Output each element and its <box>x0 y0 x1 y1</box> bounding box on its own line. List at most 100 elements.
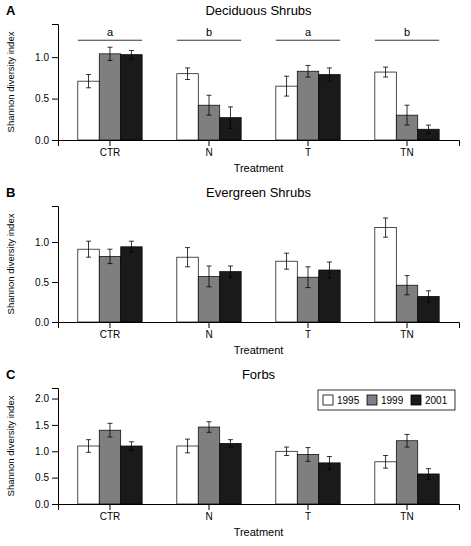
x-tick-mark <box>208 140 209 146</box>
y-axis-title: Shannon diversity index <box>5 31 16 132</box>
x-tick-label: TN <box>400 329 413 340</box>
panel: 0.00.51.0CTRNTTNDeciduous ShrubsATreatme… <box>5 3 460 174</box>
legend-item: 1999 <box>367 395 404 406</box>
y-tick-mark <box>52 282 58 283</box>
y-axis-line <box>52 389 59 505</box>
title: Evergreen Shrubs <box>206 185 311 200</box>
y-tick-label: 1.5 <box>35 420 49 431</box>
x-tick: N <box>205 322 212 340</box>
bar <box>121 247 142 322</box>
x-axis: CTR N T TN <box>59 504 460 522</box>
error-bar <box>185 68 190 80</box>
y-tick-label: 0.5 <box>35 472 49 483</box>
panel: 0.00.51.01.52.0CTRNTTNForbsCTreatmentSha… <box>5 367 460 538</box>
error-bar <box>107 249 112 263</box>
error-bar <box>383 67 388 77</box>
bar <box>99 430 120 504</box>
title: Deciduous Shrubs <box>205 3 312 18</box>
error-bar <box>129 51 134 59</box>
y-tick: 1.0 <box>35 52 58 63</box>
bar <box>319 75 340 140</box>
x-axis: CTRNTTN <box>59 140 460 158</box>
error-bar <box>426 125 431 133</box>
error-bar <box>86 241 91 257</box>
panel-label: C <box>6 367 16 382</box>
y-axis-title: Shannon diversity index <box>5 395 16 496</box>
error-bar <box>185 439 190 453</box>
legend-swatch <box>323 395 333 405</box>
x-axis-title: Treatment <box>234 344 284 356</box>
x-tick-mark <box>109 504 110 510</box>
x-tick: CTR <box>100 504 121 522</box>
x-tick: N <box>205 504 212 522</box>
legend-item: 2001 <box>411 395 448 406</box>
error-bar <box>107 423 112 437</box>
bar <box>220 443 241 504</box>
y-axis-line <box>52 25 59 141</box>
error-bar <box>284 253 289 269</box>
error-bar <box>327 262 332 278</box>
y-tick-mark <box>52 451 58 452</box>
x-tick-label: N <box>205 329 212 340</box>
bar <box>276 451 297 504</box>
x-tick: TN <box>400 140 413 158</box>
bar <box>177 74 198 140</box>
error-bar <box>383 455 388 468</box>
y-tick-label: 1.0 <box>35 52 49 63</box>
bar <box>121 55 142 140</box>
x-tick-mark <box>407 504 408 510</box>
x-tick-label: T <box>305 147 311 158</box>
error-bar <box>426 291 431 302</box>
x-tick-mark <box>407 140 408 146</box>
bar <box>121 446 142 504</box>
x-tick-mark <box>308 504 309 510</box>
significance-line <box>276 40 340 41</box>
error-bar <box>405 434 410 447</box>
x-tick-label: T <box>305 329 311 340</box>
bar <box>375 228 396 322</box>
x-tick: T <box>305 322 311 340</box>
bar <box>78 249 99 322</box>
y-tick-label: 0.5 <box>35 93 49 104</box>
bar <box>396 441 417 504</box>
error-bar <box>327 68 332 81</box>
y-tick-mark <box>52 322 58 323</box>
error-bar <box>107 47 112 60</box>
x-axis-line <box>59 323 460 329</box>
error-bar <box>228 266 233 277</box>
y-tick-label: 1.0 <box>35 237 49 248</box>
significance-label: a <box>107 26 114 38</box>
y-tick-label: 1.0 <box>35 446 49 457</box>
x-tick-label: T <box>305 511 311 522</box>
x-tick-mark <box>208 504 209 510</box>
x-tick-mark <box>308 140 309 146</box>
y-tick-mark <box>52 140 58 141</box>
panel-label: A <box>6 3 16 18</box>
title: Forbs <box>242 367 276 382</box>
y-axis: 0.00.51.0 <box>35 25 58 146</box>
x-tick: CTR <box>100 322 121 340</box>
y-tick-mark <box>52 99 58 100</box>
x-tick: T <box>305 140 311 158</box>
y-tick: 0.5 <box>35 93 58 104</box>
bar <box>177 446 198 504</box>
x-tick-label: CTR <box>100 147 121 158</box>
error-bar <box>306 65 311 77</box>
x-tick-label: TN <box>400 511 413 522</box>
error-bar <box>426 469 431 480</box>
x-tick-label: TN <box>400 147 413 158</box>
panel: 0.00.51.0CTRNTTNEvergreen ShrubsBTreatme… <box>5 185 460 356</box>
y-tick-mark <box>52 399 58 400</box>
error-bar <box>86 75 91 88</box>
x-tick: CTR <box>100 140 121 158</box>
y-axis-line <box>52 207 59 323</box>
x-axis-line <box>59 141 460 147</box>
y-axis-title: Shannon diversity index <box>5 213 16 314</box>
y-tick: 1.0 <box>35 237 58 248</box>
significance-label: a <box>305 26 312 38</box>
legend-label: 1995 <box>337 395 360 406</box>
y-axis: 0.00.51.01.52.0 <box>35 389 58 510</box>
y-tick-label: 2.0 <box>35 393 49 404</box>
plot-area <box>78 47 439 140</box>
significance-line <box>78 40 142 41</box>
